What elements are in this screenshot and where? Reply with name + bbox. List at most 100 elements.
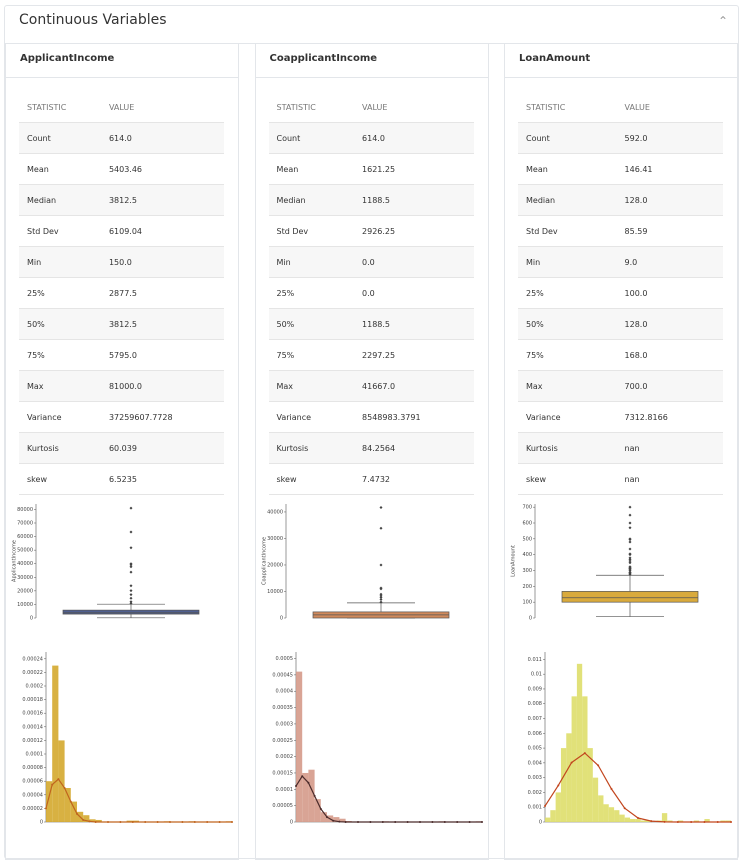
y-tick-label: 0.006 [528, 731, 542, 737]
hist-bar [89, 819, 96, 822]
hist-bar [603, 804, 609, 822]
section-header[interactable]: Continuous Variables ⌃ [5, 6, 738, 44]
hist-bar [571, 696, 577, 822]
density-point [206, 821, 209, 823]
outlier [129, 584, 133, 588]
table-cell: 25% [518, 277, 617, 309]
table-cell: 75% [518, 339, 617, 371]
table-cell: Mean [268, 153, 355, 185]
y-tick-label: 0.003 [528, 775, 542, 781]
density-point [193, 821, 196, 823]
density-point [76, 812, 78, 815]
table-cell: Median [19, 184, 101, 216]
hist-bar [608, 807, 615, 822]
outlier [379, 506, 382, 510]
table-cell: 7312.8166 [616, 401, 723, 433]
hist-bar [70, 801, 77, 822]
y-tick-label: 50000 [17, 548, 33, 554]
table-row: Min 0.0 [268, 246, 474, 278]
column-header: VALUE [616, 92, 723, 123]
hist-bar [126, 820, 133, 822]
stats-table: STATISTIC VALUE Count 614.0 Mean 5403.46 Media… [19, 92, 224, 495]
density-point [294, 785, 297, 788]
table-cell: 84.2564 [354, 432, 474, 464]
y-tick-label: 500 [522, 536, 532, 542]
density-point [119, 821, 122, 823]
outlier [628, 505, 632, 509]
y-tick-label: 0.00004 [22, 792, 43, 798]
density-point [144, 821, 147, 823]
table-row: Kurtosis 60.039 [19, 432, 224, 464]
table-header-row: STATISTIC VALUE [268, 92, 474, 123]
table-cell: 60.039 [100, 432, 224, 464]
table-cell: 3812.5 [100, 308, 224, 340]
outlier [628, 561, 632, 565]
table-row: 75% 168.0 [518, 339, 723, 371]
table-row: Min 150.0 [19, 246, 224, 278]
outlier [628, 526, 632, 530]
y-tick-label: 0 [539, 820, 542, 826]
y-tick-label: 0.01 [531, 672, 542, 678]
y-tick-label: 0.0005 [275, 656, 293, 662]
y-tick-label: 20000 [17, 588, 33, 594]
y-tick-label: 0.008 [528, 701, 542, 707]
table-row: 75% 2297.25 [268, 339, 474, 371]
table-row: Min 9.0 [518, 246, 723, 278]
hist-bar [619, 814, 625, 822]
y-tick-label: 10000 [17, 602, 33, 608]
table-row: Median 128.0 [518, 184, 723, 216]
density-point [650, 820, 653, 823]
y-tick-label: 0.0001 [26, 752, 44, 758]
table-cell: 37259607.7728 [100, 401, 224, 433]
table-cell: Median [268, 184, 355, 216]
box-plot: 0 100 200 300 400 500 600 700 LoanAmount [511, 504, 699, 622]
hist-bar [566, 733, 572, 822]
table-row: 50% 128.0 [518, 308, 723, 340]
table-cell: Min [19, 246, 101, 278]
outlier [379, 597, 382, 601]
density-line [294, 775, 482, 823]
y-tick-label: 0.0002 [26, 684, 44, 690]
outlier [628, 557, 632, 561]
y-tick-label: 0 [30, 616, 33, 622]
y-tick-label: 0.00018 [22, 697, 43, 703]
table-row: Mean 1621.25 [268, 153, 474, 185]
table-cell: 1621.25 [354, 153, 474, 185]
outlier [129, 589, 133, 593]
table-cell: Std Dev [518, 215, 617, 247]
density-point [623, 807, 626, 810]
outlier [129, 565, 133, 569]
table-cell: 25% [19, 277, 101, 309]
table-cell: 50% [518, 308, 617, 340]
table-cell: 128.0 [616, 184, 723, 216]
y-tick-label: 0.00005 [272, 803, 293, 809]
table-cell: Kurtosis [518, 432, 617, 464]
collapse-icon[interactable]: ⌃ [717, 14, 728, 28]
density-point [381, 821, 384, 823]
hist-bar [624, 817, 631, 822]
outlier [129, 600, 133, 604]
table-row: Variance 7312.8166 [518, 401, 723, 433]
outlier [379, 595, 382, 599]
table-row: 75% 5795.0 [19, 339, 224, 371]
panel-title: ApplicantIncome [6, 44, 238, 78]
outlier [628, 513, 632, 517]
table-header-row: STATISTIC VALUE [518, 92, 723, 123]
y-tick-label: 600 [522, 521, 532, 527]
histogram: 0 0.001 0.002 0.003 0.004 0.005 0.006 0.007 0.00… [528, 652, 732, 826]
table-cell: 168.0 [616, 339, 723, 371]
y-tick-label: 0.0002 [275, 754, 293, 760]
density-point [82, 818, 85, 821]
density-point [57, 778, 60, 781]
hist-bar [314, 799, 321, 822]
density-point [406, 821, 409, 823]
table-cell: Kurtosis [268, 432, 355, 464]
hist-bar [58, 740, 65, 822]
table-cell: Kurtosis [19, 432, 101, 464]
hist-bar [83, 815, 90, 822]
hist-bar [598, 795, 604, 822]
outlier [628, 547, 632, 551]
table-row: Median 1188.5 [268, 184, 474, 216]
outlier [379, 592, 382, 596]
table-row: Count 614.0 [268, 122, 474, 154]
